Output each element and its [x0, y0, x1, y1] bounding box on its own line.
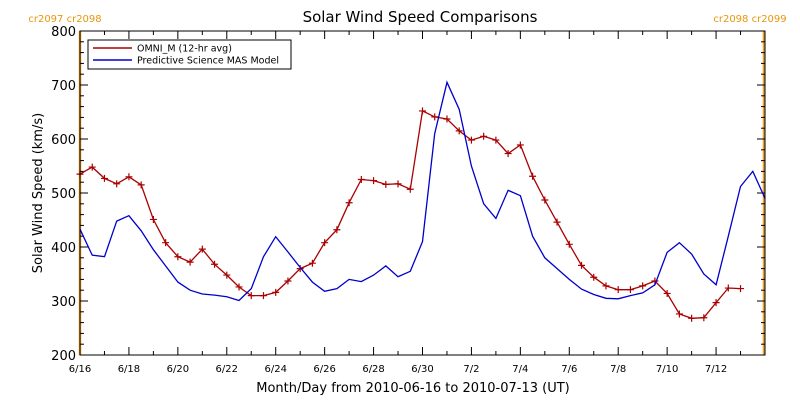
series-lines	[76, 80, 766, 322]
legend: OMNI_M (12-hr avg)Predictive Science MAS…	[87, 39, 292, 70]
omni-data-point	[419, 107, 426, 115]
x-tick-label: 6/26	[313, 364, 335, 375]
axes: 200 300 400 500 600 700 800 6/16 6/18 6/20 6/22 6/2…	[51, 25, 765, 375]
x-tick-label: 7/6	[561, 364, 577, 375]
omni-data-point	[553, 218, 561, 226]
omni-data-point	[100, 174, 108, 182]
omni-data-point	[529, 172, 537, 180]
legend-label: Predictive Science MAS Model	[137, 56, 279, 67]
omni-data-point	[443, 115, 451, 123]
omni-data-point	[455, 127, 463, 135]
omni-data-point	[639, 282, 647, 290]
carrington-label: cr2098 cr2099	[713, 14, 786, 25]
omni-data-point	[247, 292, 255, 300]
omni-data-point	[688, 314, 696, 322]
omni-data-point	[516, 141, 524, 149]
omni-data-point	[370, 177, 378, 185]
y-tick-label: 300	[51, 295, 76, 310]
omni-data-point	[259, 292, 267, 300]
omni-data-point	[88, 163, 96, 171]
series-line-mas	[79, 80, 766, 302]
legend-label: OMNI_M (12-hr avg)	[137, 44, 232, 55]
legend-box	[87, 39, 292, 70]
omni-data-point	[406, 185, 414, 193]
omni-data-point	[333, 226, 341, 234]
omni-data-point	[382, 180, 390, 188]
x-tick-label: 7/10	[656, 364, 678, 375]
y-tick-label: 800	[51, 25, 76, 40]
y-tick-label: 400	[51, 241, 76, 256]
x-tick-label: 6/30	[411, 364, 433, 375]
omni-data-point	[211, 260, 219, 268]
x-tick-label: 7/8	[610, 364, 626, 375]
omni-data-point	[137, 181, 145, 189]
omni-data-point	[614, 286, 622, 294]
omni-data-point	[198, 245, 206, 253]
omni-data-point	[235, 283, 243, 291]
omni-data-point	[272, 288, 280, 296]
omni-data-point	[174, 253, 182, 261]
chart-title: Solar Wind Speed Comparisons	[303, 8, 538, 26]
x-tick-label: 6/24	[264, 364, 286, 375]
omni-data-point	[113, 180, 121, 188]
x-tick-label: 7/12	[705, 364, 727, 375]
y-tick-label: 600	[51, 133, 76, 148]
omni-data-point	[125, 173, 133, 181]
omni-data-point	[345, 199, 353, 207]
x-tick-label: 7/2	[463, 364, 479, 375]
omni-data-point	[590, 273, 598, 281]
plot-frame	[79, 30, 766, 356]
omni-data-point	[712, 299, 720, 307]
y-tick-label: 200	[51, 349, 76, 364]
x-tick-label: 6/22	[216, 364, 238, 375]
omni-data-point	[700, 314, 708, 322]
omni-data-point	[541, 196, 549, 204]
x-tick-label: 6/16	[69, 364, 91, 375]
x-tick-label: 6/28	[362, 364, 384, 375]
x-tick-label: 6/20	[167, 364, 189, 375]
omni-data-point	[357, 176, 365, 183]
omni-data-point	[663, 289, 671, 297]
omni-data-point	[504, 150, 512, 158]
carrington-label: cr2097 cr2098	[28, 14, 101, 25]
omni-data-point	[223, 271, 231, 279]
omni-data-point	[675, 310, 683, 318]
omni-data-point	[578, 261, 586, 269]
omni-data-point	[431, 113, 439, 121]
omni-data-point	[737, 285, 745, 293]
omni-data-point	[186, 258, 194, 266]
omni-data-point	[602, 282, 610, 290]
x-tick-label: 7/4	[512, 364, 528, 375]
x-axis-label: Month/Day from 2010-06-16 to 2010-07-13 …	[256, 381, 569, 396]
omni-data-point	[626, 286, 634, 294]
omni-data-point	[492, 136, 500, 144]
omni-data-point	[480, 132, 488, 140]
omni-data-point	[149, 215, 157, 223]
series-line-omni	[79, 109, 741, 319]
omni-data-point	[308, 259, 316, 267]
y-tick-label: 700	[51, 79, 76, 94]
omni-data-point	[162, 239, 170, 247]
x-tick-label: 6/18	[118, 364, 140, 375]
omni-data-point	[467, 136, 475, 144]
y-axis-label: Solar Wind Speed (km/s)	[31, 113, 46, 273]
omni-data-point	[724, 284, 732, 292]
y-tick-label: 500	[51, 187, 76, 202]
omni-data-point	[321, 239, 329, 247]
omni-data-point	[394, 180, 402, 188]
omni-data-point	[296, 265, 304, 273]
omni-data-point	[565, 240, 573, 248]
omni-data-point	[284, 277, 292, 285]
